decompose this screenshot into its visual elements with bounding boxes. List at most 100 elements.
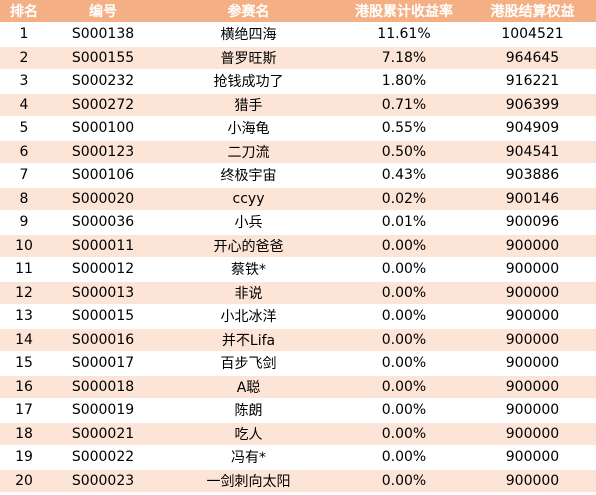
cell-id: S000138 [48,22,158,46]
cell-return: 1.80% [339,69,469,93]
cell-id: S000018 [48,374,158,399]
cell-name: 蔡铁* [158,257,339,281]
table-row: 11 S000012 蔡铁* 0.00% 900000 [0,257,596,281]
table-row: 12 S000013 非说 0.00% 900000 [0,280,596,305]
cell-name: 并不Lifa [158,327,339,352]
cell-name: 猎手 [158,92,339,117]
cell-return: 0.50% [339,139,469,164]
cell-name: 小北冰洋 [158,304,339,328]
cell-return: 0.00% [339,280,469,305]
table-row: 2 S000155 普罗旺斯 7.18% 964645 [0,45,596,70]
cell-id: S000022 [48,445,158,469]
cell-name: 抢钱成功了 [158,69,339,93]
cell-rank: 3 [0,69,48,93]
cell-rank: 13 [0,304,48,328]
table-row: 3 S000232 抢钱成功了 1.80% 916221 [0,69,596,93]
cell-name: 开心的爸爸 [158,233,339,258]
cell-rank: 7 [0,163,48,187]
cell-rank: 19 [0,445,48,469]
cell-equity: 900000 [469,398,596,422]
cell-return: 7.18% [339,45,469,70]
cell-rank: 17 [0,398,48,422]
table-row: 1 S000138 横绝四海 11.61% 1004521 [0,22,596,46]
header-name: 参赛名 [158,0,339,23]
cell-rank: 18 [0,421,48,446]
cell-return: 0.01% [339,210,469,234]
cell-rank: 5 [0,116,48,140]
cell-rank: 9 [0,210,48,234]
cell-equity: 904909 [469,116,596,140]
cell-rank: 1 [0,22,48,46]
cell-equity: 906399 [469,92,596,117]
header-rank: 排名 [0,0,48,23]
cell-id: S000017 [48,351,158,375]
table-row: 19 S000022 冯有* 0.00% 900000 [0,445,596,469]
cell-name: 二刀流 [158,139,339,164]
table-row: 4 S000272 猎手 0.71% 906399 [0,92,596,117]
cell-return: 0.00% [339,398,469,422]
cell-equity: 900000 [469,304,596,328]
cell-rank: 2 [0,45,48,70]
table-row: 14 S000016 并不Lifa 0.00% 900000 [0,327,596,352]
cell-name: 横绝四海 [158,22,339,46]
table-row: 17 S000019 陈朗 0.00% 900000 [0,398,596,422]
cell-id: S000036 [48,210,158,234]
header-return: 港股累计收益率 [339,0,469,23]
cell-name: ccyy [158,186,339,211]
table-row: 5 S000100 小海龟 0.55% 904909 [0,116,596,140]
cell-return: 0.00% [339,304,469,328]
cell-id: S000020 [48,186,158,211]
cell-rank: 15 [0,351,48,375]
table-row: 15 S000017 百步飞剑 0.00% 900000 [0,351,596,375]
cell-rank: 16 [0,374,48,399]
cell-equity: 900000 [469,445,596,469]
cell-equity: 964645 [469,45,596,70]
cell-rank: 4 [0,92,48,117]
cell-id: S000232 [48,69,158,93]
header-id: 编号 [48,0,158,23]
cell-id: S000123 [48,139,158,164]
cell-id: S000272 [48,92,158,117]
cell-id: S000016 [48,327,158,352]
cell-equity: 900000 [469,327,596,352]
cell-return: 0.00% [339,374,469,399]
cell-equity: 900096 [469,210,596,234]
cell-equity: 1004521 [469,22,596,46]
header-equity: 港股结算权益 [469,0,596,23]
cell-name: 小兵 [158,210,339,234]
cell-equity: 900000 [469,280,596,305]
cell-name: 百步飞剑 [158,351,339,375]
cell-equity: 900000 [469,421,596,446]
cell-name: 陈朗 [158,398,339,422]
cell-name: 终极宇宙 [158,163,339,187]
cell-return: 0.00% [339,327,469,352]
table-row: 10 S000011 开心的爸爸 0.00% 900000 [0,233,596,258]
cell-return: 0.55% [339,116,469,140]
cell-id: S000023 [48,468,158,492]
cell-rank: 8 [0,186,48,211]
cell-id: S000013 [48,280,158,305]
cell-id: S000021 [48,421,158,446]
cell-return: 0.00% [339,421,469,446]
cell-name: 一剑刺向太阳 [158,468,339,492]
cell-id: S000155 [48,45,158,70]
cell-rank: 11 [0,257,48,281]
cell-equity: 900000 [469,374,596,399]
cell-id: S000011 [48,233,158,258]
cell-equity: 900000 [469,257,596,281]
cell-rank: 12 [0,280,48,305]
cell-name: 小海龟 [158,116,339,140]
cell-rank: 14 [0,327,48,352]
cell-rank: 10 [0,233,48,258]
cell-return: 0.00% [339,445,469,469]
table-row: 13 S000015 小北冰洋 0.00% 900000 [0,304,596,328]
cell-name: 吃人 [158,421,339,446]
cell-return: 0.00% [339,257,469,281]
cell-id: S000015 [48,304,158,328]
cell-name: 普罗旺斯 [158,45,339,70]
cell-name: 非说 [158,280,339,305]
table-row: 6 S000123 二刀流 0.50% 904541 [0,139,596,164]
cell-rank: 6 [0,139,48,164]
cell-return: 0.02% [339,186,469,211]
